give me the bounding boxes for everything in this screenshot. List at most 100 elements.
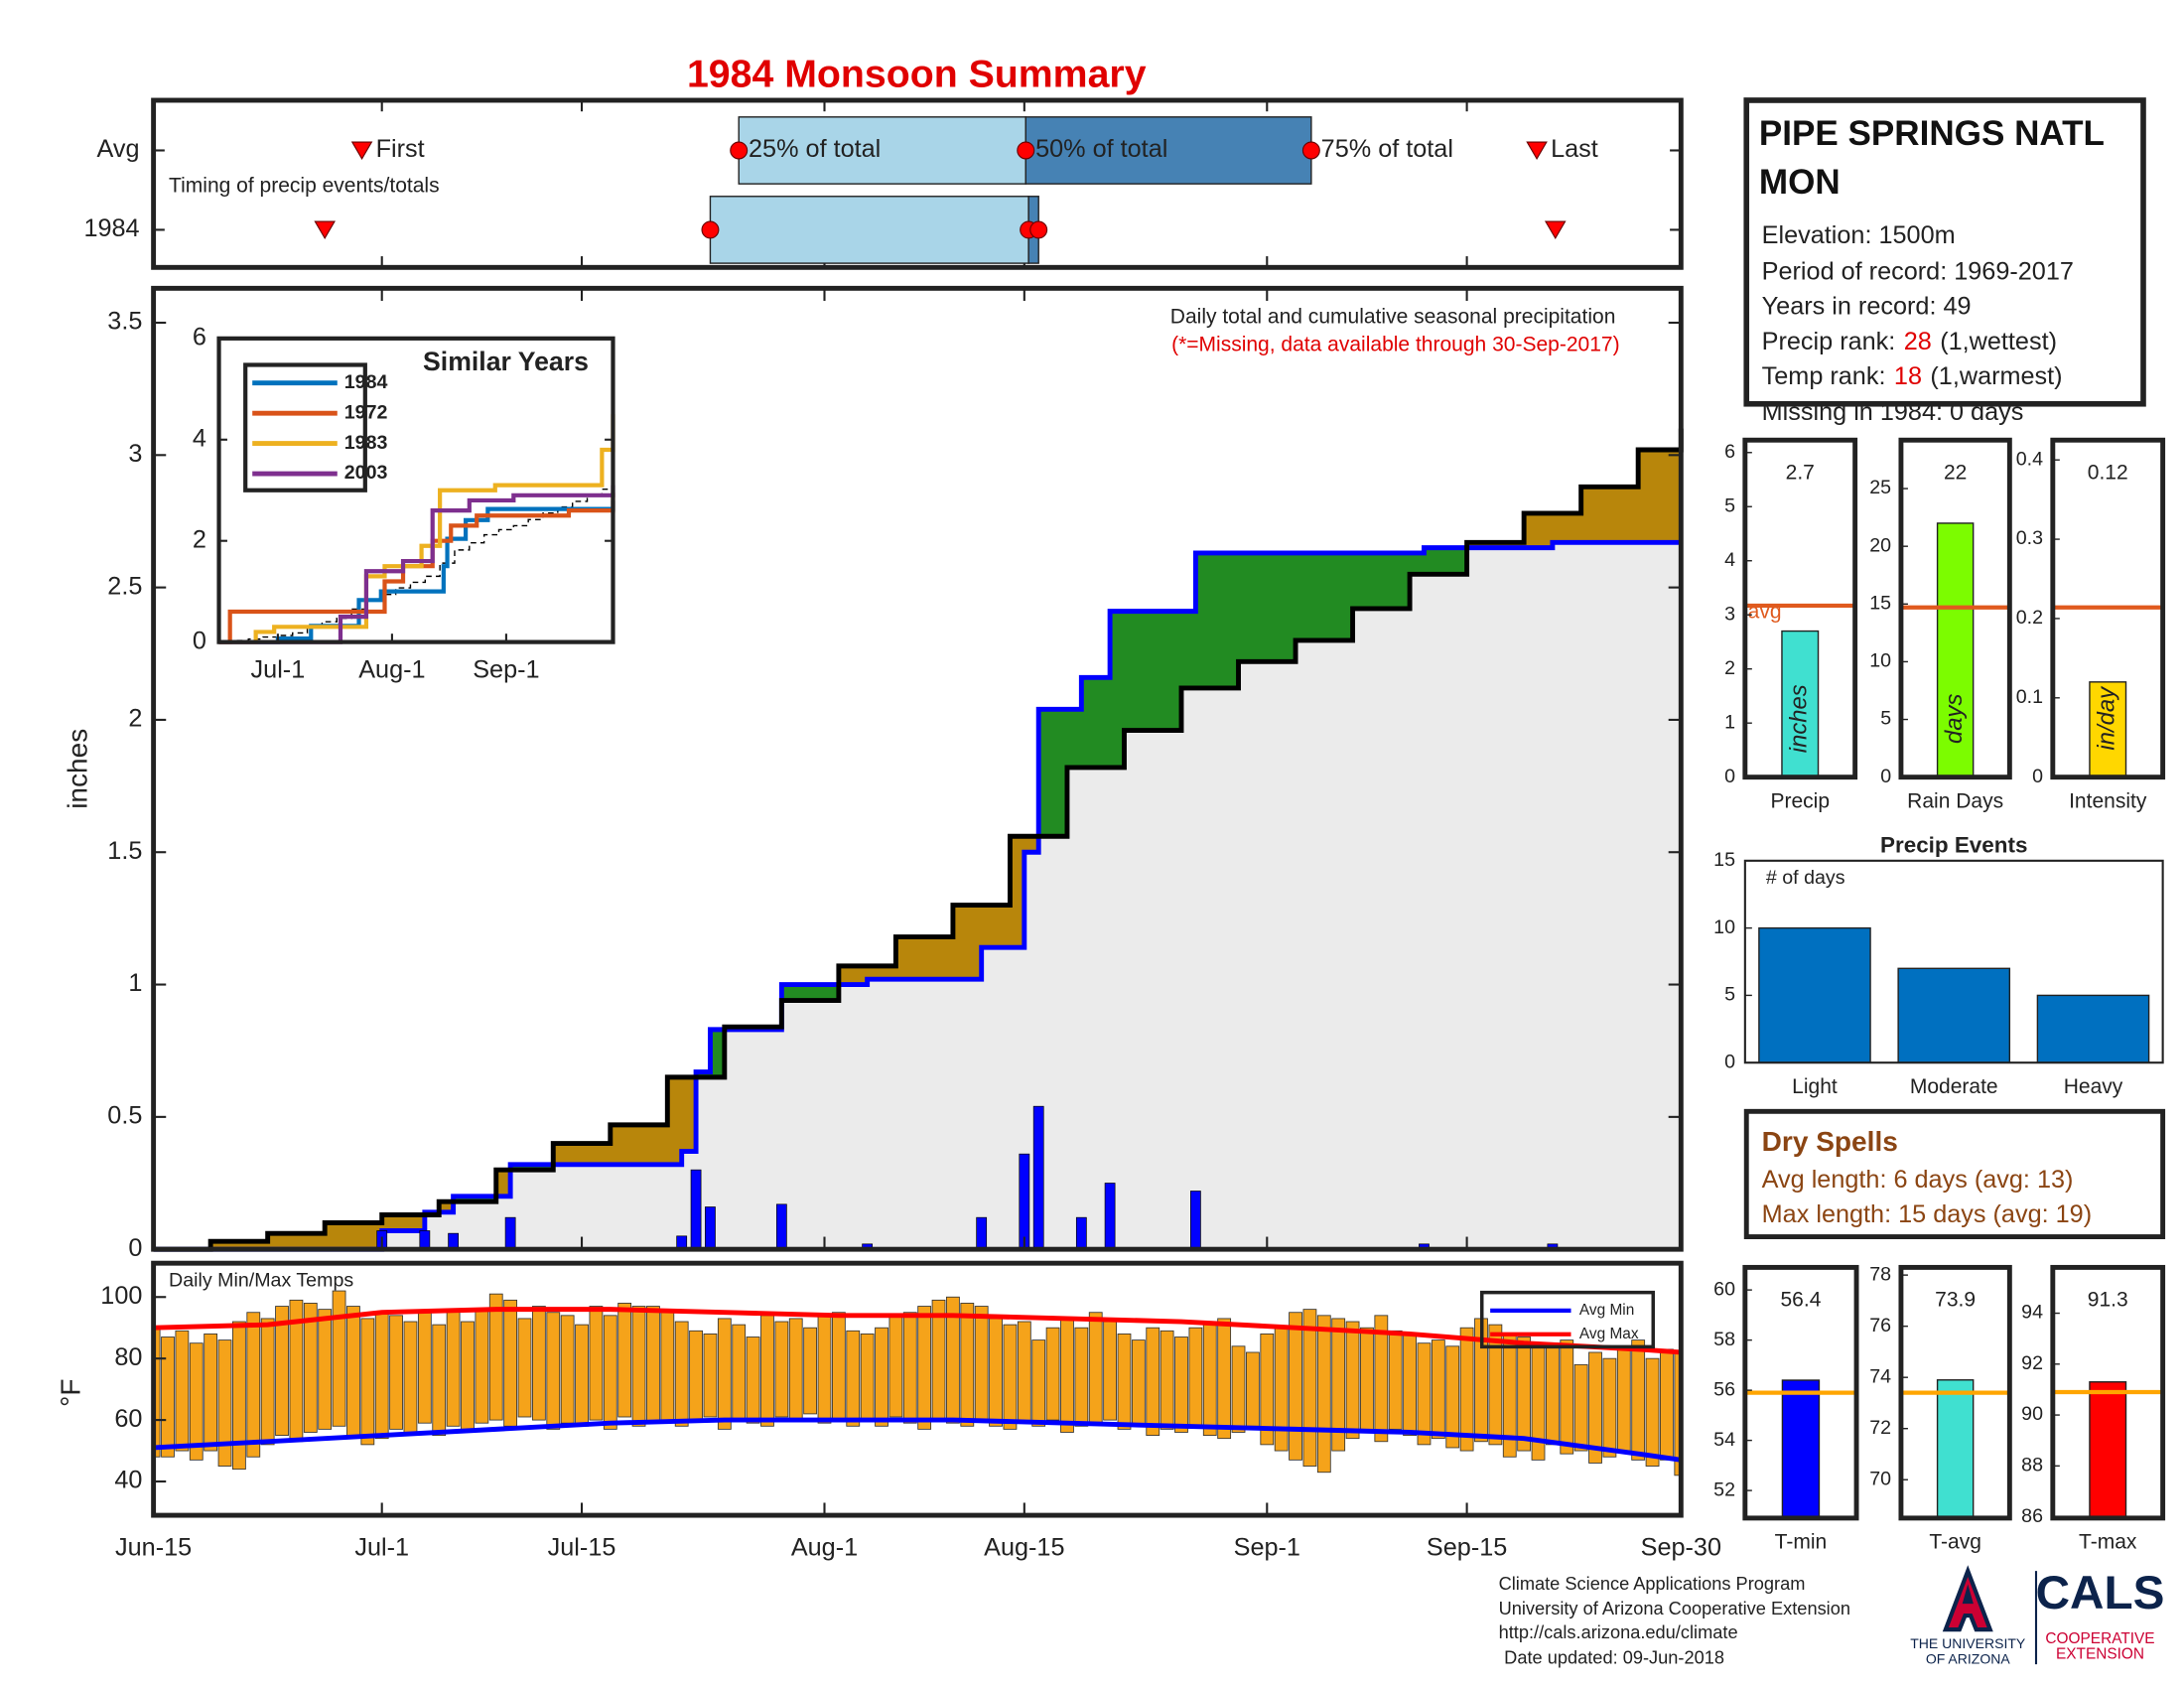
bar-chart-label: Intensity xyxy=(2069,789,2147,812)
frame xyxy=(151,97,1684,270)
temp-range-bar xyxy=(760,1315,774,1427)
x-tick-label: Jul-15 xyxy=(548,1533,616,1561)
bar-chart-note: # of days xyxy=(1766,867,1845,889)
value-label: 73.9 xyxy=(1935,1289,1976,1312)
base-fill xyxy=(153,542,1682,1250)
temp-range-bar xyxy=(1616,1345,1631,1452)
temp-range-bar xyxy=(788,1318,803,1421)
total-marker xyxy=(730,141,749,160)
x-tick-label: Sep-30 xyxy=(1641,1533,1721,1561)
temp-range-bar xyxy=(175,1330,190,1452)
frame xyxy=(1898,437,2012,780)
temp-range-bar xyxy=(931,1299,946,1421)
temp-range-bar xyxy=(189,1342,204,1461)
daily-bar xyxy=(1019,1153,1030,1250)
daily-bar xyxy=(504,1216,516,1250)
y-tick-label: 58 xyxy=(1713,1329,1735,1350)
y-tick-label: 15 xyxy=(1713,849,1735,871)
y-tick-label: 0 xyxy=(193,627,206,654)
y-tick-label: 4 xyxy=(193,424,206,452)
temp-range-bar xyxy=(1274,1327,1289,1452)
quartile-box xyxy=(738,116,1026,185)
temp-range-bar xyxy=(318,1309,333,1430)
footer-line: Date updated: 09-Jun-2018 xyxy=(1504,1646,1724,1667)
temp-range-bar xyxy=(1674,1351,1682,1477)
temp-range-bar xyxy=(1131,1339,1146,1427)
x-tick-label: Jul-1 xyxy=(354,1533,409,1561)
temp-range-bar xyxy=(389,1315,403,1430)
inset-title: Similar Years xyxy=(423,347,589,376)
bar xyxy=(1936,1379,1975,1519)
x-tick-label: Jul-1 xyxy=(251,656,306,684)
bar xyxy=(1936,522,1975,778)
y-tick-label: 0.3 xyxy=(2016,527,2043,549)
bar xyxy=(1781,630,1820,778)
rank-label: Temp rank: xyxy=(1762,362,1886,390)
temp-range-bar xyxy=(1188,1327,1203,1427)
y-tick-label: 76 xyxy=(1869,1315,1891,1336)
temp-range-bar xyxy=(360,1318,375,1446)
y-tick-label: 5 xyxy=(1880,708,1891,730)
temp-range-bar xyxy=(374,1312,389,1440)
temp-range-bar xyxy=(1445,1345,1460,1449)
y-tick-label: 0.2 xyxy=(2016,607,2043,629)
y-tick-label: 86 xyxy=(2021,1505,2043,1527)
x-tick-label: Sep-15 xyxy=(1427,1533,1507,1561)
total-marker xyxy=(701,220,720,239)
inset-average xyxy=(218,485,614,643)
temp-range-bar xyxy=(746,1336,760,1424)
temp-range-bar xyxy=(488,1293,503,1421)
temp-range-bar xyxy=(646,1306,660,1424)
temp-range-bar xyxy=(403,1321,418,1433)
value-label: 56.4 xyxy=(1780,1289,1821,1312)
station-line: Years in record: 49 xyxy=(1762,293,1972,321)
event-marker xyxy=(1544,220,1567,239)
cumulative-1984 xyxy=(153,539,1682,1252)
quartile-box xyxy=(709,196,1029,264)
rank-note: (1,wettest) xyxy=(1940,328,2057,355)
temp-range-bar xyxy=(803,1327,818,1415)
y-tick-label: 0 xyxy=(1880,766,1891,787)
temp-range-bar xyxy=(1074,1327,1089,1427)
station-box xyxy=(1743,97,2146,407)
category-label: Light xyxy=(1792,1075,1838,1098)
legend-box xyxy=(243,362,367,492)
y-tick-label: 0.4 xyxy=(2016,448,2043,470)
total-marker xyxy=(1301,141,1320,160)
temp-range-bar xyxy=(475,1309,489,1424)
frame xyxy=(151,1260,1684,1518)
temp-range-bar xyxy=(531,1306,546,1421)
value-label: 0.12 xyxy=(2088,461,2128,484)
temp-range-bar xyxy=(1431,1339,1445,1440)
y-tick-label: 2.5 xyxy=(107,572,142,600)
temp-range-bar xyxy=(1546,1342,1560,1446)
temp-range-bar xyxy=(1588,1351,1602,1464)
daily-bar xyxy=(1075,1216,1087,1250)
x-tick-label: Aug-15 xyxy=(984,1533,1064,1561)
y-tick-label: 3.5 xyxy=(107,308,142,336)
rank-label: Precip rank: xyxy=(1762,328,1896,355)
legend-label: Avg Min xyxy=(1579,1302,1634,1319)
temp-range-bar xyxy=(1560,1339,1574,1455)
temp-range-bar xyxy=(674,1321,689,1427)
x-tick-label: Aug-1 xyxy=(358,656,425,684)
y-tick-label: 90 xyxy=(2021,1403,2043,1425)
y-tick-label: 54 xyxy=(1713,1429,1735,1451)
temp-range-bar xyxy=(346,1306,360,1436)
y-tick-label: 80 xyxy=(114,1343,142,1371)
bar xyxy=(1758,926,1871,1063)
legend-box xyxy=(1479,1290,1656,1349)
dry-spells-line: Avg length: 6 days (avg: 13) xyxy=(1762,1166,2074,1194)
temp-range-bar xyxy=(275,1306,289,1436)
temp-range-bar xyxy=(974,1306,989,1421)
value-label: 2.7 xyxy=(1786,461,1815,484)
avg-label: avg xyxy=(1748,601,1782,624)
temp-range-bar xyxy=(603,1315,617,1430)
cumulative-average xyxy=(153,428,1684,1252)
y-tick-label: 10 xyxy=(1869,650,1891,672)
annotation: (*=Missing, data available through 30-Se… xyxy=(1171,333,1620,355)
station-name: PIPE SPRINGS NATL MON xyxy=(1758,114,2105,203)
y-tick-label: 94 xyxy=(2021,1302,2043,1324)
y-tick-label: 72 xyxy=(1869,1417,1891,1439)
